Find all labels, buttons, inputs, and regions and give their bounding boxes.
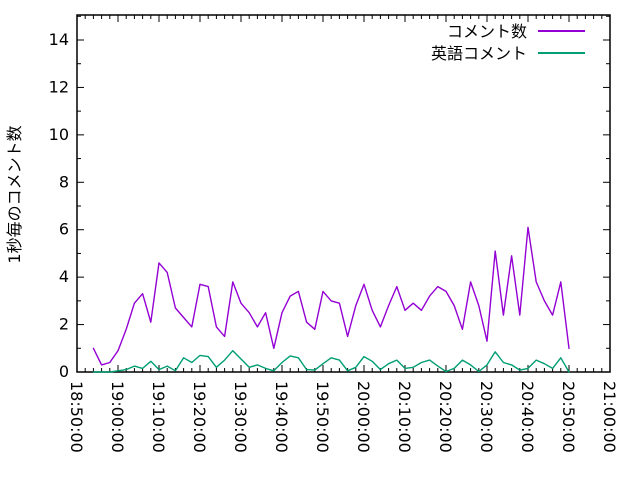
y-axis-tick-label: 4 <box>59 267 69 286</box>
x-axis-tick-label: 20:10:00 <box>395 381 414 453</box>
x-axis-tick-label: 21:00:00 <box>600 381 619 453</box>
x-axis-tick-label: 19:40:00 <box>272 381 291 453</box>
y-axis-tick-label: 14 <box>49 30 69 49</box>
x-axis-tick-label: 19:30:00 <box>231 381 250 453</box>
y-axis-tick-label: 12 <box>49 77 69 96</box>
x-axis-tick-label: 20:40:00 <box>518 381 537 453</box>
x-axis-tick-label: 20:00:00 <box>354 381 373 453</box>
legend-label-comments: コメント数 <box>447 22 527 41</box>
x-axis-tick-label: 20:30:00 <box>477 381 496 453</box>
series-line-english-comments <box>92 350 570 373</box>
series-line-comments <box>92 226 570 366</box>
x-axis-tick-label: 20:50:00 <box>559 381 578 453</box>
y-axis-title: 1秒毎のコメント数 <box>5 125 24 263</box>
y-axis-tick-label: 6 <box>59 220 69 239</box>
x-axis-tick-label: 19:50:00 <box>313 381 332 453</box>
legend-label-english-comments: 英語コメント <box>431 44 527 63</box>
x-axis-tick-label: 20:20:00 <box>436 381 455 453</box>
y-axis-tick-label: 0 <box>59 362 69 381</box>
plot-border <box>76 14 611 373</box>
y-axis-tick-label: 2 <box>59 315 69 334</box>
y-axis-tick-label: 8 <box>59 172 69 191</box>
y-axis-tick-label: 10 <box>49 125 69 144</box>
x-axis-tick-label: 18:50:00 <box>67 381 86 453</box>
x-axis-tick-label: 19:20:00 <box>190 381 209 453</box>
x-axis-tick-label: 19:00:00 <box>108 381 127 453</box>
x-axis-tick-label: 19:10:00 <box>149 381 168 453</box>
